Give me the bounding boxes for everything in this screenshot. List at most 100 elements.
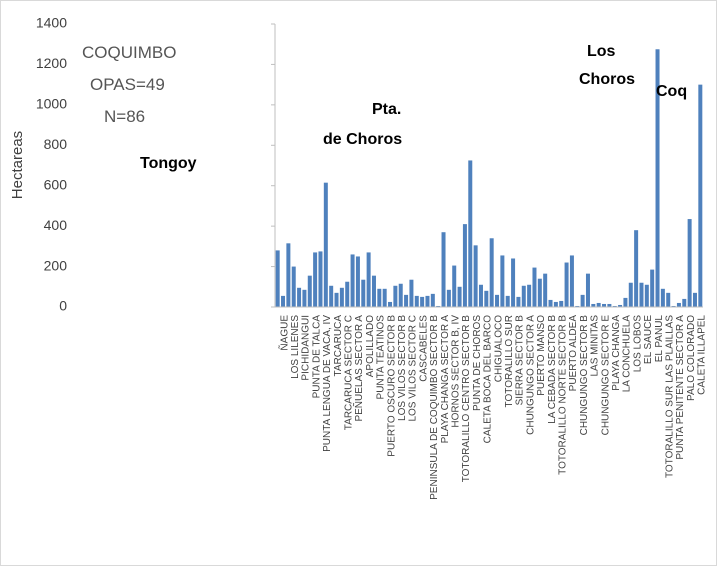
bar [297,287,302,307]
annotation: OPAS=49 [90,75,165,94]
bar [350,254,355,307]
bar [404,294,409,307]
bar [489,238,494,307]
x-tick-label: LOS VILOS SECTOR B [397,315,408,421]
x-tick-label: APOLILLADO [365,315,376,377]
x-tick-label: LOS LILENES [290,315,301,379]
annotation: Tongoy [140,155,197,172]
annotation: COQUIMBO [82,43,176,62]
annotation: N=86 [104,107,145,126]
bar [334,292,339,307]
x-tick-label: TOTORALILLO SUR LAS PLAILLAS [664,315,675,478]
bar [286,243,291,307]
y-tick-label: 0 [59,298,67,314]
bar [281,295,286,307]
bar [414,295,419,307]
bar [382,288,387,307]
bar [409,279,414,307]
y-tick-label: 1400 [36,15,67,31]
x-tick-label: CHIGUALOCO [493,315,504,382]
bar [377,288,382,307]
bar [639,282,644,307]
y-tick-label: 800 [44,136,68,152]
bar [441,232,446,307]
annotation: Coq [656,83,687,100]
bar [634,230,639,307]
bar [548,299,553,307]
bar [462,224,467,307]
bar [371,275,376,307]
bar [602,303,607,307]
bar [388,301,393,307]
bar [666,292,671,307]
x-tick-label: TOTORALILLO CENTRO SECTOR B [461,315,472,483]
bar [580,294,585,307]
x-tick-label: CHUNGUNGO SECTOR A [525,315,536,435]
bar [318,251,323,307]
x-tick-label: LA CONCHUELA [622,315,633,393]
bar [537,278,542,307]
x-tick-label: PUNTA PENITENTE SECTOR A [675,315,686,460]
bar [457,286,462,307]
bar [339,287,344,307]
x-tick-label: PICHIDANGUI [301,315,312,381]
bar [521,285,526,307]
bar [420,296,425,307]
bar [495,294,500,307]
x-tick-label: TOTORALILLO NORTE SECTOR B [557,315,568,475]
annotation: Los [587,43,616,60]
bar [671,305,676,307]
bar [618,304,623,307]
bar [623,297,628,307]
bar [436,305,441,307]
bar [275,250,280,307]
bar [628,282,633,307]
bar [505,295,510,307]
bar [559,300,564,307]
x-tick-label: EL PANUL [654,315,665,363]
bar [452,265,457,307]
bar [361,279,366,307]
bar [564,262,569,307]
bar [366,252,371,307]
bar [500,255,505,307]
x-tick-label: CALETA BOCA DEL BARCO [483,315,494,444]
annotation: Pta. [372,101,401,118]
x-tick-label: PUNTA LENGUA DE VACA, IV [322,315,333,452]
x-tick-label: PUERTO ALDEA [568,315,579,392]
y-tick-label: 600 [44,176,68,192]
annotation: de Choros [323,131,402,148]
y-tick-label: 200 [44,257,68,273]
bar [655,49,660,308]
x-tick-label: SIERRA SECTOR B [515,315,526,406]
x-tick-label: LOS VILOS SECTOR C [408,315,419,422]
y-tick-label: 1200 [36,55,67,71]
bar [323,182,328,307]
bar [692,292,697,307]
bar [430,293,435,307]
bar [527,284,532,307]
x-tick-label: CASCABELES [418,315,429,382]
bar [511,258,516,307]
bar [532,267,537,307]
x-tick-label: ÑAGUE [277,315,290,351]
x-tick-label: LA CEBADA SECTOR B [547,315,558,424]
x-tick-label: TOTORALILLO SUR [504,315,515,407]
bar [650,269,655,307]
x-tick-label: PLAYA CHANGA SECTOR A [440,315,451,444]
bar [345,281,350,307]
bar [478,284,483,307]
x-tick-label: PENINSULA DE COQUIMBO SECTOR B [429,315,440,500]
x-tick-label: PLAYA CHANGA [611,315,622,391]
x-tick-label: CHUNGUNGO SECTOR E [600,315,611,436]
bar [468,160,473,307]
annotation: Choros [579,71,635,88]
bar [676,302,681,307]
y-tick-label: 400 [44,217,68,233]
x-tick-label: LOS LOBOS [632,315,643,373]
bar [484,290,489,307]
bar [591,303,596,307]
bar [644,284,649,307]
bar [302,289,307,307]
